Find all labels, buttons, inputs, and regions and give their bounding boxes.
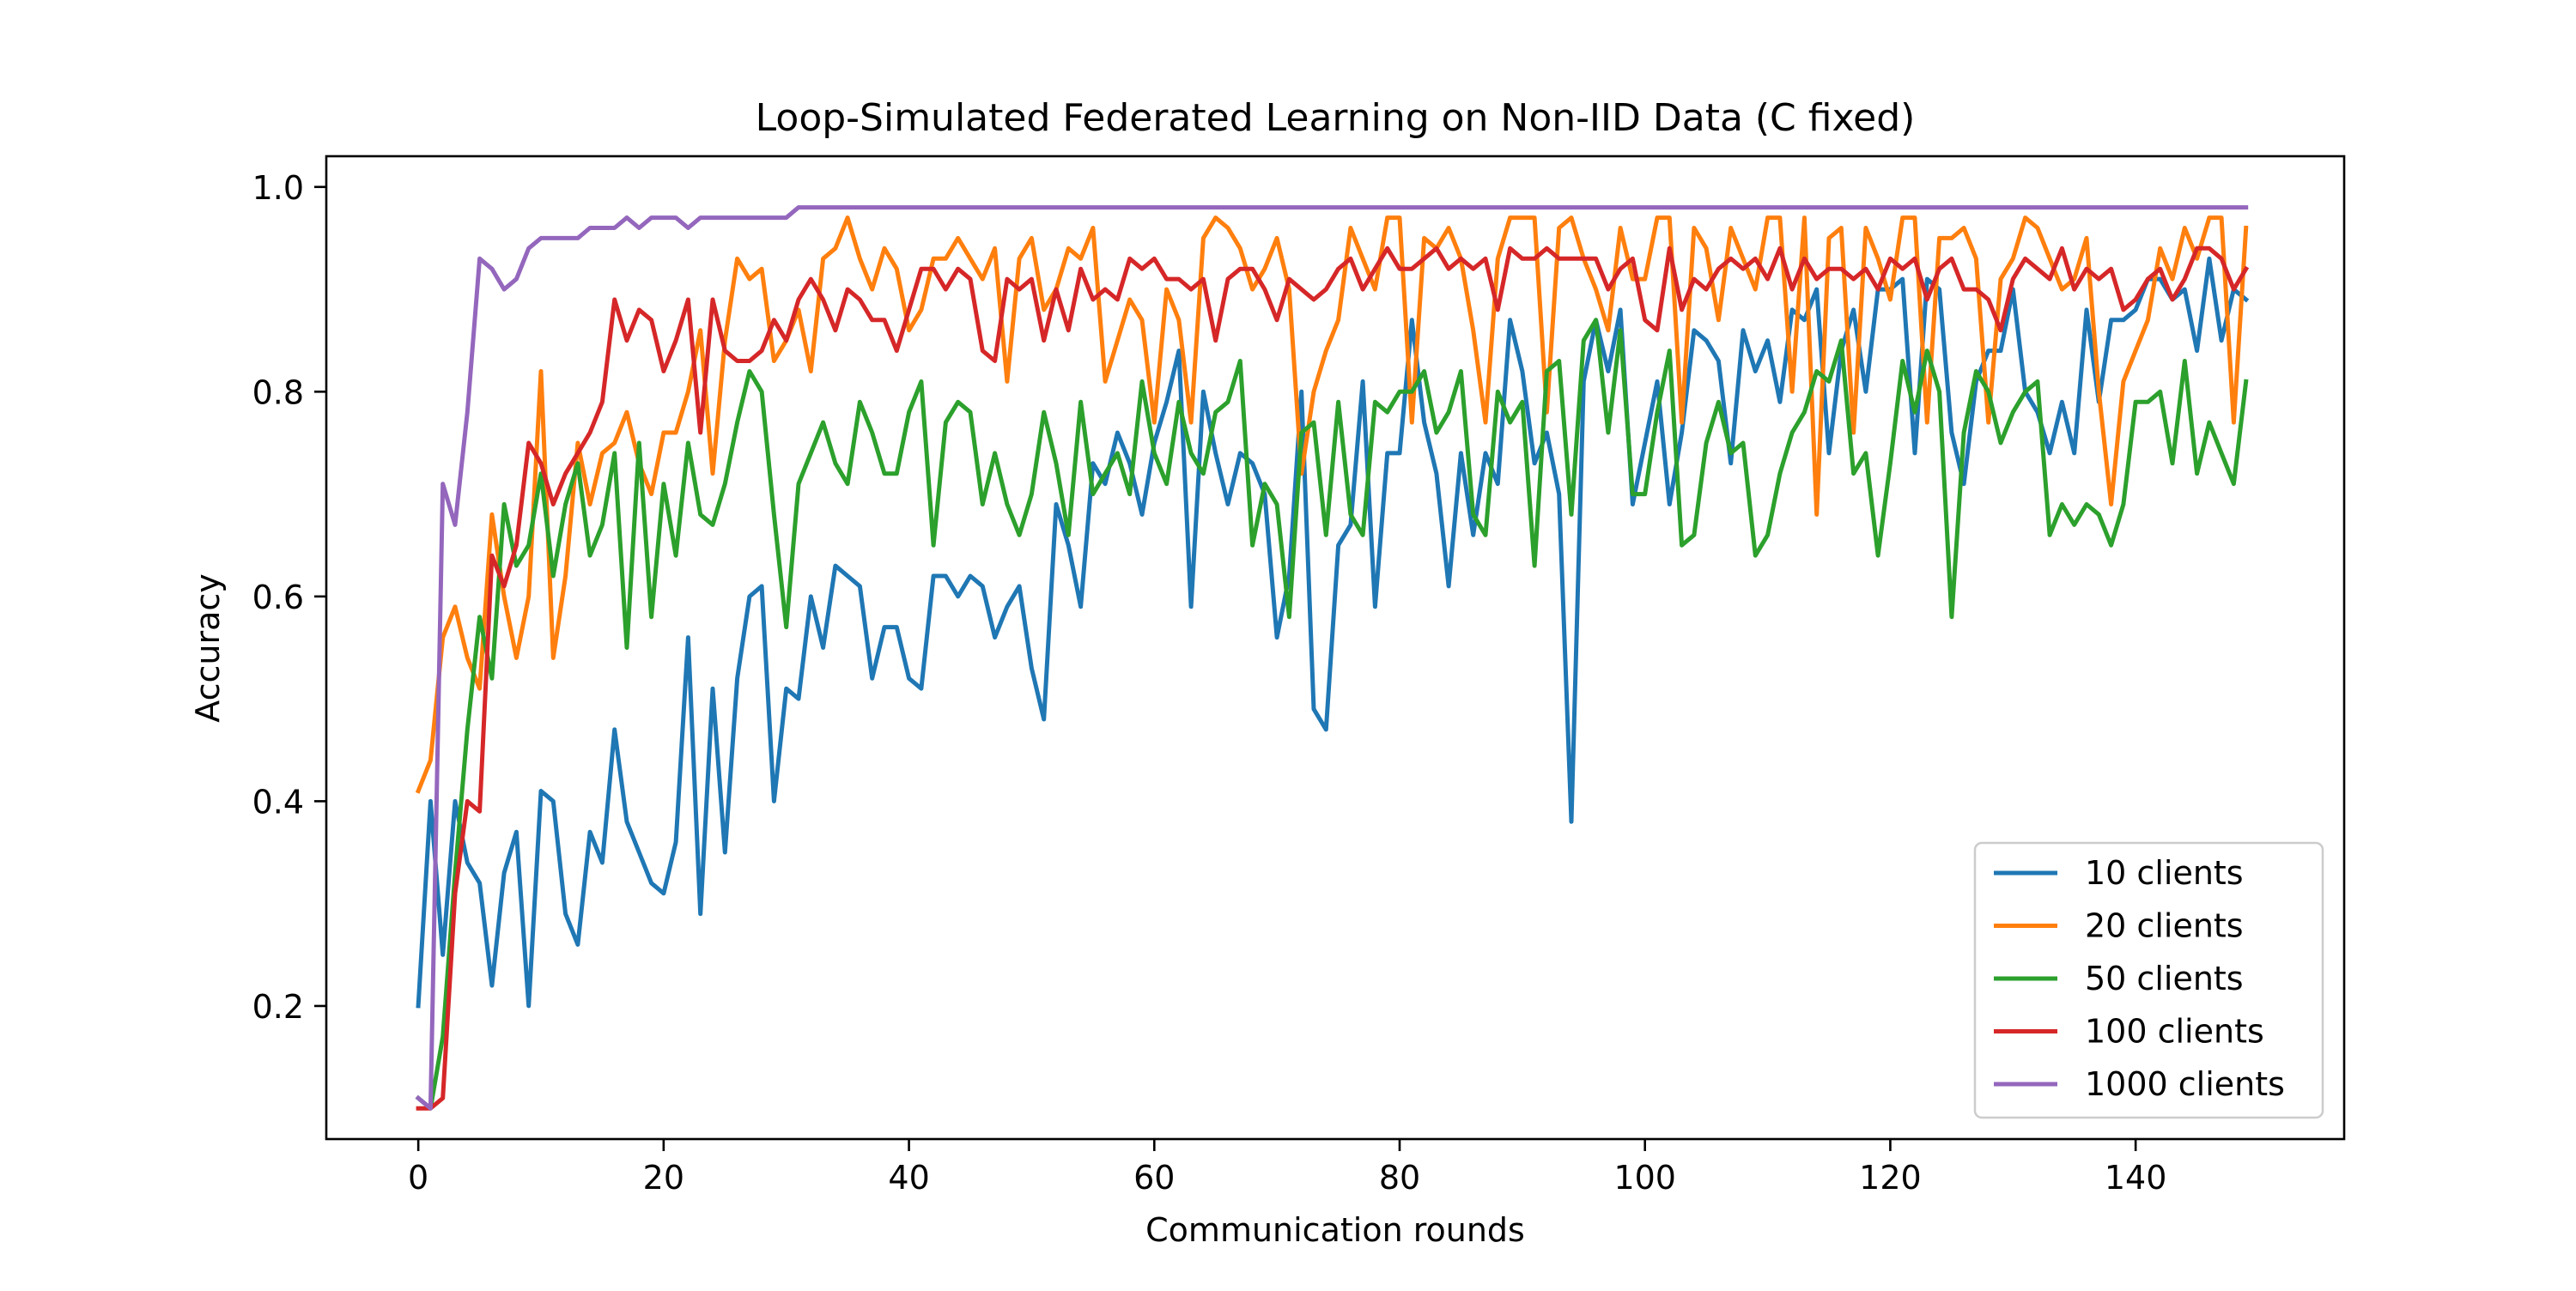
y-tick-label: 0.8 bbox=[252, 373, 304, 411]
x-tick-label: 140 bbox=[2105, 1159, 2167, 1197]
y-tick-label: 1.0 bbox=[252, 169, 304, 207]
series-line-10-clients bbox=[416, 256, 2250, 1009]
y-axis-label: Accuracy bbox=[189, 573, 227, 723]
legend-frame bbox=[1973, 841, 2324, 1119]
x-tick-label: 60 bbox=[1133, 1159, 1175, 1197]
legend-label: 50 clients bbox=[2085, 960, 2244, 997]
series-line-100-clients bbox=[416, 245, 2250, 1111]
x-axis-label: Communication rounds bbox=[1145, 1211, 1525, 1249]
y-tick-label: 0.6 bbox=[252, 579, 304, 616]
x-tick-label: 40 bbox=[888, 1159, 929, 1197]
legend-label: 10 clients bbox=[2085, 854, 2244, 892]
legend-label: 100 clients bbox=[2085, 1013, 2264, 1051]
y-tick-label: 0.2 bbox=[252, 988, 304, 1026]
legend-label: 20 clients bbox=[2085, 907, 2244, 945]
series-layer bbox=[415, 205, 2250, 1111]
x-axis: 0 20 40 60 80 100 120 140 bbox=[408, 1139, 2166, 1197]
series-line-20-clients bbox=[415, 215, 2249, 794]
x-tick-label: 20 bbox=[643, 1159, 684, 1197]
chart-title: Loop-Simulated Federated Learning on Non… bbox=[756, 96, 1916, 140]
x-tick-label: 120 bbox=[1859, 1159, 1922, 1197]
legend: 10 clients 20 clients 50 clients 100 client… bbox=[1973, 841, 2324, 1119]
legend-items: 10 clients 20 clients 50 clients 100 client… bbox=[1994, 854, 2285, 1103]
x-tick-label: 0 bbox=[408, 1159, 428, 1197]
x-tick-label: 100 bbox=[1613, 1159, 1676, 1197]
y-axis: 0.2 0.4 0.6 0.8 1.0 bbox=[252, 169, 326, 1026]
y-tick-label: 0.4 bbox=[252, 783, 304, 821]
legend-label: 1000 clients bbox=[2085, 1065, 2285, 1103]
plot-area-frame bbox=[325, 155, 2346, 1141]
series-line-50-clients bbox=[415, 318, 2249, 1111]
series-line-1000-clients bbox=[415, 205, 2249, 1111]
x-tick-label: 80 bbox=[1379, 1159, 1420, 1197]
